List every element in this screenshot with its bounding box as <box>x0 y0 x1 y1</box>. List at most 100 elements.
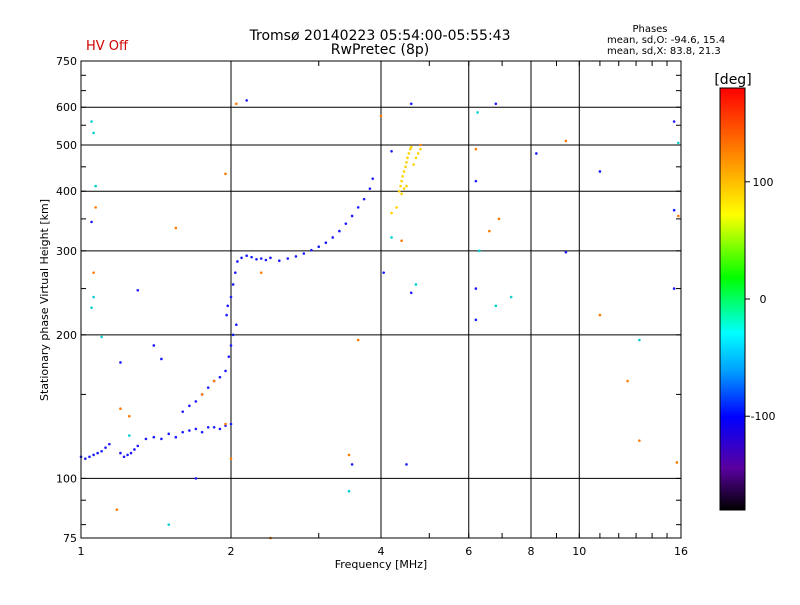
data-point <box>277 259 281 263</box>
data-point <box>409 147 412 151</box>
data-point <box>324 241 328 244</box>
data-point <box>226 304 230 308</box>
data-point <box>245 99 248 102</box>
data-point <box>509 295 513 299</box>
data-point <box>181 430 185 434</box>
data-point <box>174 226 178 230</box>
y-tick-label: 300 <box>56 245 77 258</box>
data-point <box>488 229 491 233</box>
data-point <box>200 393 204 396</box>
data-point <box>302 252 306 255</box>
data-point <box>152 435 156 439</box>
y-tick-label: 200 <box>56 329 77 342</box>
x-tick-label: 4 <box>378 545 385 558</box>
data-point <box>129 451 133 455</box>
data-point <box>167 432 171 436</box>
data-point <box>269 256 272 260</box>
series-x-mode-trace <box>390 145 422 215</box>
data-point <box>399 184 402 188</box>
data-point <box>382 271 385 274</box>
data-point <box>240 256 243 260</box>
stats-title: Phases <box>632 24 667 35</box>
data-point <box>390 236 393 239</box>
data-point <box>119 407 122 411</box>
data-point <box>474 147 478 151</box>
data-point <box>231 283 235 286</box>
data-point <box>331 236 335 239</box>
data-point <box>362 197 366 201</box>
colorbar: 100 0 -100 <box>719 87 775 511</box>
data-point <box>356 338 360 342</box>
data-point <box>229 295 233 299</box>
y-tick-label: 500 <box>56 139 77 152</box>
stats-line-x: mean, sd,X: 83.8, 21.3 <box>607 46 721 57</box>
data-point <box>401 174 404 178</box>
data-point <box>407 152 411 155</box>
data-point <box>229 344 233 347</box>
data-point <box>119 451 122 455</box>
colorbar-tick-label: 0 <box>760 293 767 306</box>
data-point <box>350 463 354 466</box>
x-tick-label: 10 <box>572 545 586 558</box>
data-point <box>127 434 131 437</box>
data-point <box>676 214 680 218</box>
data-point <box>227 355 231 358</box>
data-point <box>224 422 227 426</box>
data-point <box>368 187 372 190</box>
y-tick-label: 400 <box>56 185 77 198</box>
data-point <box>310 248 313 252</box>
data-point <box>100 449 103 453</box>
axes: 1 2 4 6 8 10 16 75 100 200 300 400 500 600 750 <box>56 55 688 558</box>
data-point <box>96 451 99 455</box>
data-point <box>390 150 393 153</box>
y-tick-label: 600 <box>56 101 77 114</box>
data-point <box>200 430 204 434</box>
data-point <box>108 442 111 446</box>
data-point <box>229 422 233 426</box>
data-point <box>92 453 95 457</box>
data-point <box>317 245 321 249</box>
series-o-mode-trace <box>79 99 676 480</box>
data-point <box>152 344 156 347</box>
data-point <box>90 120 93 123</box>
data-point <box>136 288 140 292</box>
data-point <box>390 211 393 215</box>
data-point <box>535 152 538 155</box>
colorbar-label: [deg] <box>714 72 751 88</box>
data-point <box>402 170 406 173</box>
data-point <box>494 102 498 106</box>
data-point <box>626 379 629 383</box>
data-point <box>212 379 216 383</box>
data-point <box>83 457 87 460</box>
data-point <box>160 437 163 441</box>
data-point <box>229 457 233 460</box>
data-point <box>371 177 375 180</box>
data-point <box>400 179 403 183</box>
data-point <box>676 141 680 145</box>
data-point <box>497 217 501 221</box>
data-point <box>400 192 403 196</box>
data-point <box>397 189 401 193</box>
data-point <box>218 427 222 431</box>
data-point <box>419 143 422 147</box>
data-point <box>224 172 227 176</box>
data-point <box>264 258 268 262</box>
data-point <box>419 147 422 151</box>
data-point <box>92 131 95 135</box>
data-point <box>598 170 602 173</box>
data-point <box>675 461 679 464</box>
data-point <box>347 489 351 493</box>
x-tick-label: 2 <box>228 545 235 558</box>
colorbar-tick-label: 100 <box>753 176 774 189</box>
data-point <box>206 386 210 389</box>
data-point <box>233 271 237 274</box>
data-point <box>126 453 129 457</box>
data-point <box>405 184 408 188</box>
data-point <box>672 287 676 290</box>
data-point <box>231 333 235 337</box>
data-point <box>225 313 228 317</box>
data-point <box>598 313 602 317</box>
data-point <box>259 271 263 274</box>
data-point <box>409 102 413 106</box>
